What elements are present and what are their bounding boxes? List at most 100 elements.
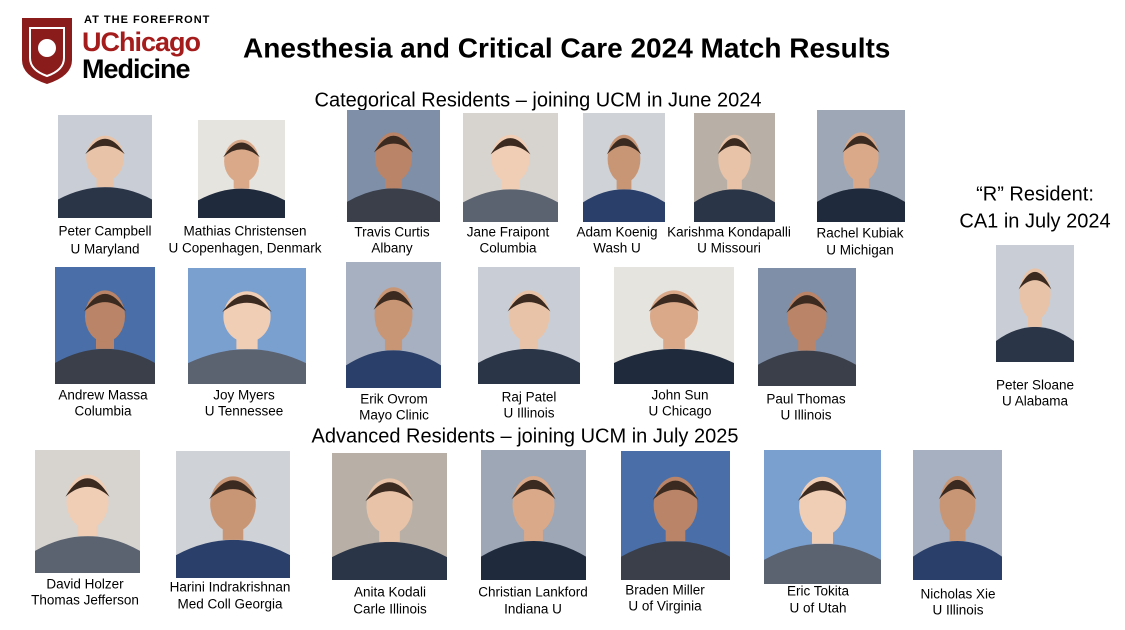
photo <box>176 451 290 578</box>
photo-hair <box>490 138 531 155</box>
person-name: Peter Sloane <box>996 378 1074 393</box>
photo-body <box>188 349 306 384</box>
photo <box>346 262 441 388</box>
photo-body <box>176 539 290 578</box>
person-name: Karishma Kondapalli <box>667 225 791 240</box>
photo-hair <box>65 478 110 497</box>
section-heading: Categorical Residents – joining UCM in J… <box>315 89 762 111</box>
photo-body <box>694 189 775 222</box>
photo <box>996 245 1074 362</box>
logo-emblem <box>38 39 56 57</box>
logo-line1: UChicago <box>82 27 201 57</box>
photo-body <box>347 188 440 222</box>
person-name: Braden Miller <box>625 583 705 598</box>
photo <box>35 450 140 573</box>
person-school: Thomas Jefferson <box>31 593 139 608</box>
photo <box>583 113 665 222</box>
photo-body <box>481 541 586 580</box>
person-name: John Sun <box>651 388 708 403</box>
person-school: Med Coll Georgia <box>177 597 283 612</box>
slide-title: Anesthesia and Critical Care 2024 Match … <box>243 32 890 63</box>
person-name: Nicholas Xie <box>920 587 995 602</box>
logo-line2: Medicine <box>82 54 191 84</box>
person-name: Harini Indrakrishnan <box>170 580 291 595</box>
person-school: U Copenhagen, Denmark <box>168 241 321 256</box>
photo-body <box>478 348 580 384</box>
photo-hair <box>84 293 126 312</box>
person-school: U Tennessee <box>205 404 284 419</box>
person-school: U Michigan <box>826 243 894 258</box>
person-name: David Holzer <box>46 577 124 592</box>
person-school: U Chicago <box>648 404 711 419</box>
photo-hair <box>209 480 257 500</box>
photo <box>758 268 856 386</box>
photo-hair <box>606 138 642 155</box>
photo <box>614 267 734 384</box>
photo-body <box>346 350 441 388</box>
person-school: U Illinois <box>780 408 831 423</box>
photo-body <box>198 188 285 218</box>
photo <box>347 110 440 222</box>
photo <box>332 453 447 580</box>
photo-hair <box>511 479 556 500</box>
person-school: U Missouri <box>697 241 761 256</box>
person-name: Raj Patel <box>502 390 557 405</box>
photo-body <box>332 541 447 580</box>
photo <box>694 113 775 222</box>
photo <box>198 120 285 218</box>
photo-body <box>55 348 155 384</box>
person-name: Adam Koenig <box>576 225 657 240</box>
photo-body <box>913 541 1002 580</box>
person-name: Peter Campbell <box>58 224 151 239</box>
person-name: Rachel Kubiak <box>816 226 903 241</box>
photo <box>764 450 881 584</box>
photo <box>913 450 1002 580</box>
person-name: Mathias Christensen <box>183 224 306 239</box>
photo-hair <box>373 290 414 310</box>
photo-hair <box>373 135 414 153</box>
photo-hair <box>797 480 848 501</box>
photo-body <box>817 188 905 222</box>
person-school: U Maryland <box>70 242 139 257</box>
section-heading: “R” Resident: <box>976 183 1094 205</box>
photo <box>478 267 580 384</box>
photo-body <box>996 326 1074 362</box>
photo-hair <box>1018 271 1052 290</box>
person-school: U Illinois <box>503 406 554 421</box>
photo-hair <box>652 480 699 501</box>
person-name: Erik Ovrom <box>360 392 428 407</box>
photo <box>481 450 586 580</box>
person-school: Albany <box>371 241 413 256</box>
person-name: Eric Tokita <box>787 584 850 599</box>
person-name: Christian Lankford <box>478 585 588 600</box>
photo-body <box>463 189 558 222</box>
person-school: Mayo Clinic <box>359 408 429 423</box>
logo: AT THE FOREFRONT UChicago Medicine <box>22 14 209 84</box>
section-heading: Advanced Residents – joining UCM in July… <box>312 425 739 447</box>
section-heading: CA1 in July 2024 <box>959 210 1110 232</box>
photo <box>817 110 905 222</box>
photo <box>58 115 152 218</box>
person-school: Columbia <box>479 241 537 256</box>
person-name: Joy Myers <box>213 388 275 403</box>
person-school: Carle Illinois <box>353 602 427 617</box>
photo-body <box>583 189 665 222</box>
photo-body <box>764 543 881 584</box>
person-school: Indiana U <box>504 602 562 617</box>
photo <box>188 268 306 384</box>
person-school: U Alabama <box>1002 394 1069 409</box>
photo-hair <box>717 138 752 155</box>
person-school: Wash U <box>593 241 641 256</box>
photo-hair <box>842 135 880 153</box>
photo <box>463 113 558 222</box>
person-school: Columbia <box>74 404 132 419</box>
person-name: Travis Curtis <box>354 225 430 240</box>
person-school: U Illinois <box>932 603 983 618</box>
photo <box>55 267 155 384</box>
person-name: Paul Thomas <box>766 392 846 407</box>
photo-body <box>58 187 152 218</box>
photo-body <box>35 536 140 573</box>
person-school: U of Virginia <box>628 599 702 614</box>
photo-body <box>621 541 730 580</box>
